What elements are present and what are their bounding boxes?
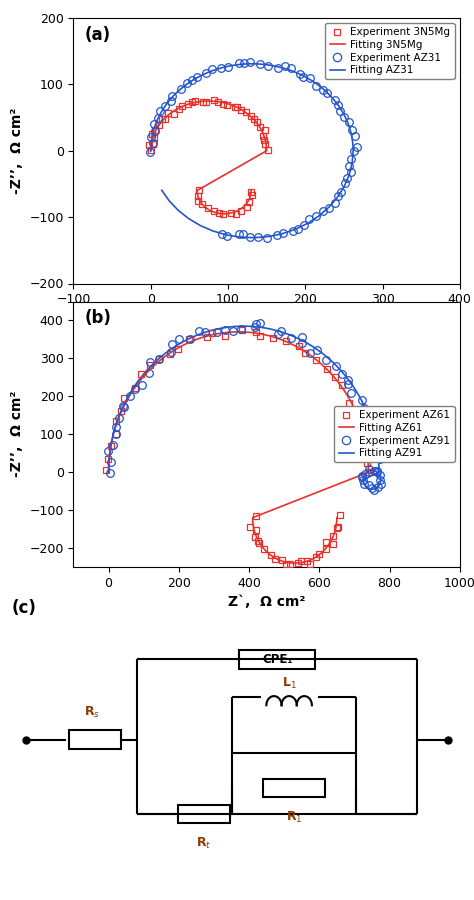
Y-axis label: -Z’’,  Ω cm²: -Z’’, Ω cm² (10, 392, 24, 477)
Text: (b): (b) (85, 310, 112, 328)
Bar (69, 731, 121, 749)
X-axis label: Z`,  Ω cm²: Z`, Ω cm² (228, 595, 305, 609)
Bar (239, 651, 315, 669)
Text: R$_s$: R$_s$ (84, 705, 100, 720)
Bar (263, 779, 325, 797)
Text: (a): (a) (85, 26, 111, 44)
Text: R$_t$: R$_t$ (196, 836, 211, 851)
Y-axis label: -Z’’,  Ω cm²: -Z’’, Ω cm² (10, 108, 24, 194)
Legend: Experiment 3N5Mg, Fitting 3N5Mg, Experiment AZ31, Fitting AZ31: Experiment 3N5Mg, Fitting 3N5Mg, Experim… (326, 23, 455, 79)
X-axis label: Z`,  Ω cm²: Z`, Ω cm² (228, 311, 305, 326)
Legend: Experiment AZ61, Fitting AZ61, Experiment AZ91, Fitting AZ91: Experiment AZ61, Fitting AZ61, Experimen… (334, 406, 455, 463)
Text: R$_1$: R$_1$ (286, 810, 302, 825)
Text: CPE₁: CPE₁ (262, 653, 292, 666)
Bar (178, 805, 230, 824)
Text: (c): (c) (12, 599, 36, 617)
Text: L$_1$: L$_1$ (282, 676, 297, 691)
